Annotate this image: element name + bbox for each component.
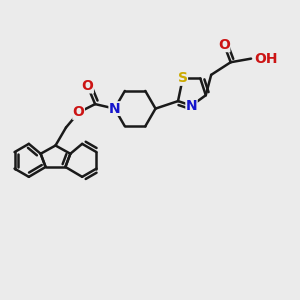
Text: O: O bbox=[218, 38, 230, 52]
Text: OH: OH bbox=[255, 52, 278, 66]
Text: O: O bbox=[73, 106, 85, 119]
Text: O: O bbox=[82, 79, 94, 93]
Text: S: S bbox=[178, 71, 188, 85]
Text: N: N bbox=[109, 102, 120, 116]
Text: N: N bbox=[186, 99, 197, 112]
